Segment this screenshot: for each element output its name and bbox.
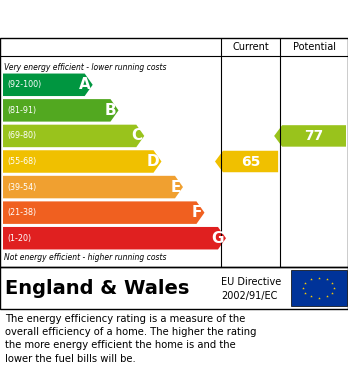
Text: (1-20): (1-20) (7, 234, 31, 243)
Polygon shape (215, 151, 278, 172)
Text: 65: 65 (241, 154, 260, 169)
Text: F: F (192, 205, 203, 220)
Text: England & Wales: England & Wales (5, 278, 189, 298)
Polygon shape (3, 227, 226, 249)
Bar (291, 270, 347, 306)
Text: (39-54): (39-54) (7, 183, 36, 192)
Text: A: A (79, 77, 91, 92)
Text: Not energy efficient - higher running costs: Not energy efficient - higher running co… (4, 253, 166, 262)
Polygon shape (274, 125, 346, 147)
Polygon shape (3, 176, 183, 198)
Text: C: C (131, 128, 142, 143)
Polygon shape (3, 150, 161, 173)
Text: 77: 77 (304, 129, 324, 143)
Text: (81-91): (81-91) (7, 106, 36, 115)
Text: EU Directive: EU Directive (221, 277, 281, 287)
Text: Current: Current (232, 42, 269, 52)
Text: E: E (171, 179, 181, 195)
Text: (92-100): (92-100) (7, 80, 41, 89)
Text: 2002/91/EC: 2002/91/EC (221, 291, 277, 301)
Text: (55-68): (55-68) (7, 157, 36, 166)
Text: D: D (147, 154, 159, 169)
Polygon shape (3, 125, 144, 147)
Text: The energy efficiency rating is a measure of the
overall efficiency of a home. T: The energy efficiency rating is a measur… (5, 314, 256, 364)
Text: B: B (105, 103, 117, 118)
Text: Energy Efficiency Rating: Energy Efficiency Rating (10, 10, 239, 28)
Text: Very energy efficient - lower running costs: Very energy efficient - lower running co… (4, 63, 166, 72)
Text: Potential: Potential (293, 42, 335, 52)
Polygon shape (3, 99, 118, 122)
Polygon shape (3, 74, 93, 96)
Polygon shape (3, 201, 205, 224)
Text: (69-80): (69-80) (7, 131, 36, 140)
Text: G: G (212, 231, 224, 246)
Text: (21-38): (21-38) (7, 208, 36, 217)
